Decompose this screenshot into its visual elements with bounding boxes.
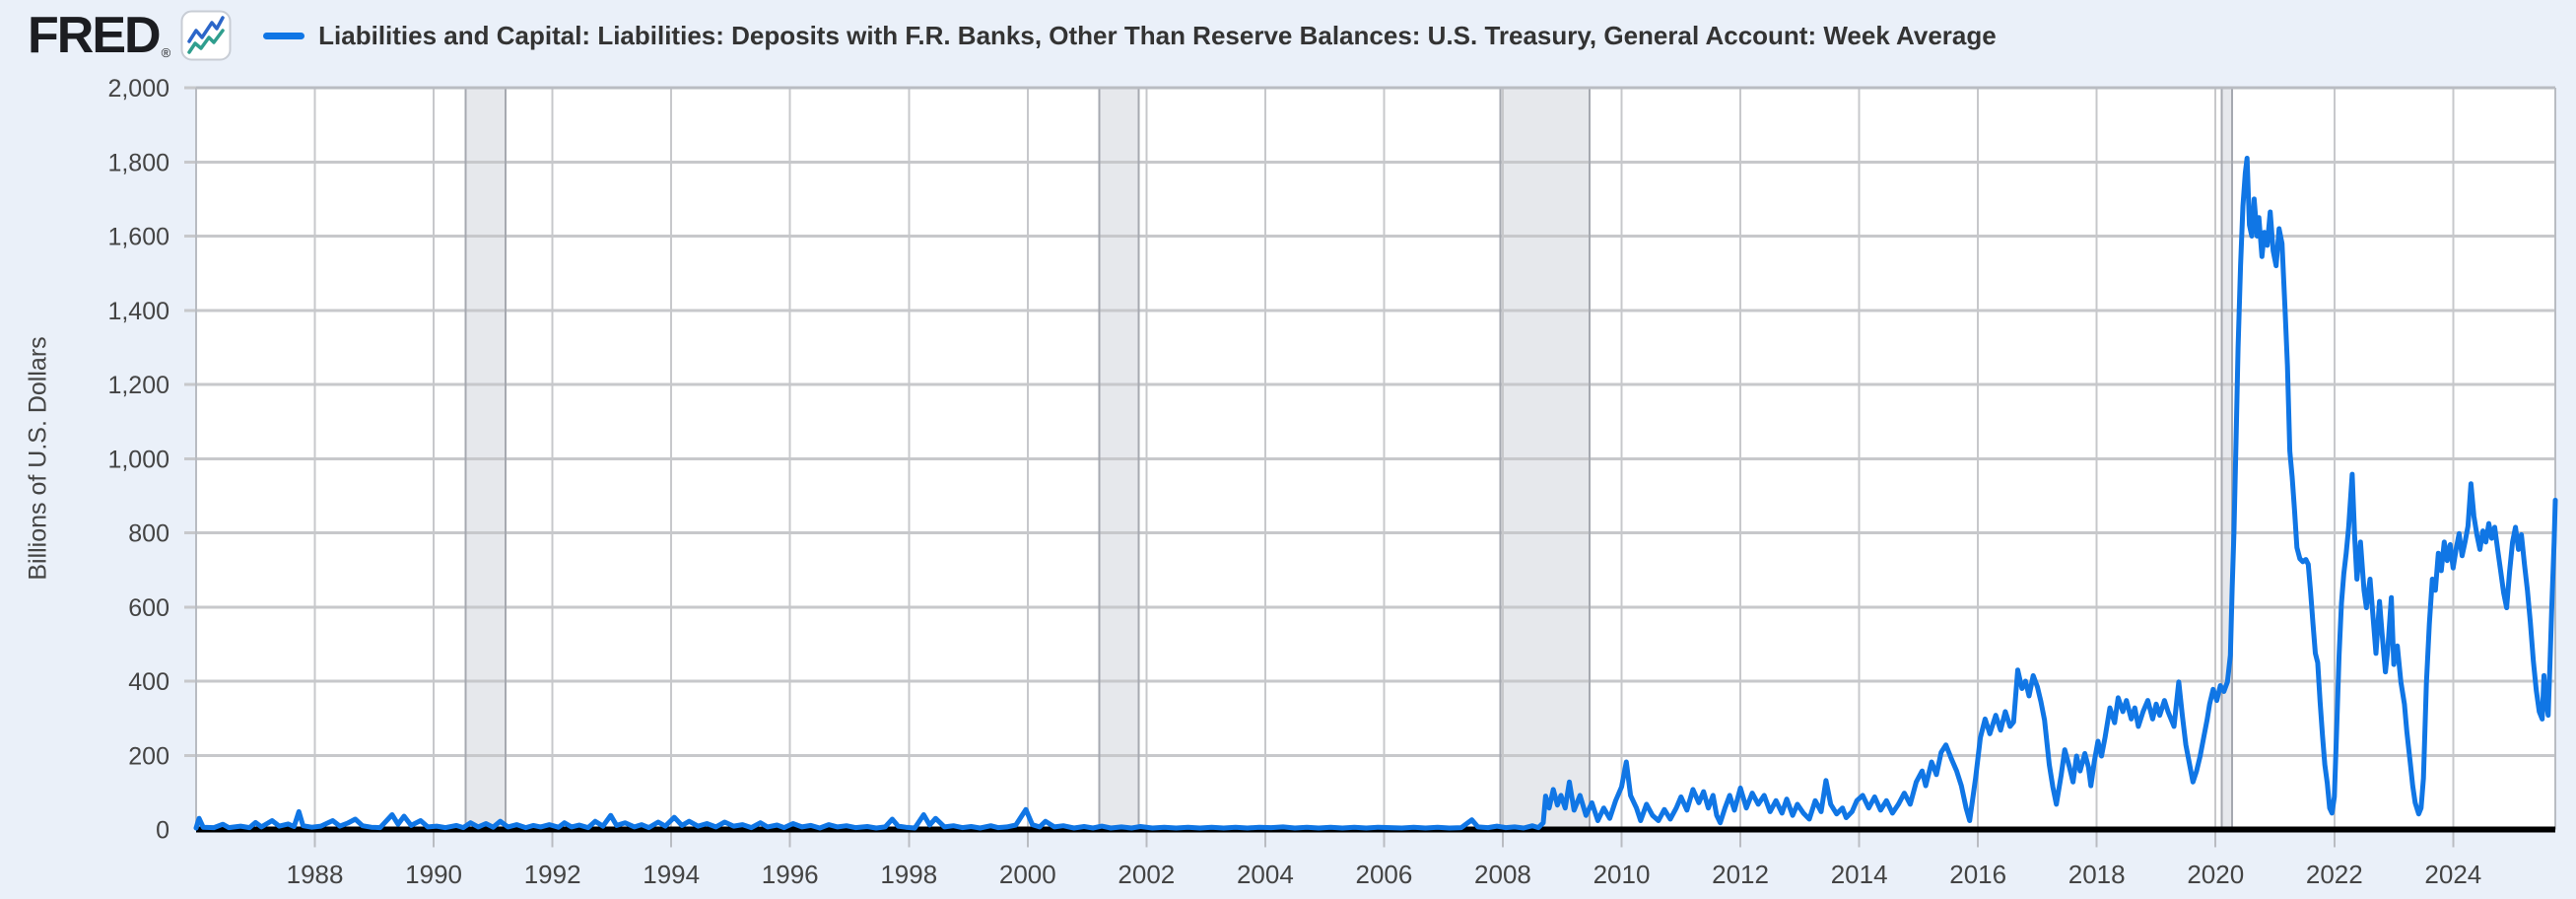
x-tick-label: 2020 [2187, 860, 2244, 889]
y-axis-unit-label: Billions of U.S. Dollars [24, 336, 52, 581]
x-tick-label: 1994 [643, 860, 700, 889]
x-tick-label: 1998 [880, 860, 937, 889]
x-tick-label: 2006 [1356, 860, 1413, 889]
x-tick-label: 1992 [524, 860, 581, 889]
x-tick-label: 2018 [2068, 860, 2126, 889]
x-tick-label: 2024 [2424, 860, 2481, 889]
y-tick-label: 1,200 [107, 372, 169, 399]
y-tick-label: 800 [128, 520, 169, 548]
y-tick-label: 400 [128, 668, 169, 696]
y-tick-label: 2,000 [107, 75, 169, 103]
x-tick-label: 1988 [287, 860, 344, 889]
x-tick-label: 2022 [2306, 860, 2363, 889]
series-line[interactable] [193, 156, 2558, 831]
header: FRED ® Liabilities and Capital: Liabilit… [28, 6, 1997, 65]
y-tick-label: 600 [128, 594, 169, 622]
x-tick-label: 1996 [762, 860, 819, 889]
registered-mark: ® [161, 45, 171, 60]
x-tick-label: 2008 [1474, 860, 1531, 889]
y-tick-label: 1,000 [107, 446, 169, 473]
fred-logo-text: FRED [28, 7, 162, 64]
line-chart-icon [180, 10, 232, 61]
fred-logo[interactable]: FRED ® [28, 10, 170, 61]
y-tick-label: 1,600 [107, 224, 169, 251]
legend-line-swatch [263, 32, 305, 39]
y-tick-label: 200 [128, 742, 169, 770]
x-tick-label: 2002 [1118, 860, 1175, 889]
y-tick-label: 1,400 [107, 298, 169, 325]
x-tick-label: 1990 [405, 860, 462, 889]
series-title: Liabilities and Capital: Liabilities: De… [318, 20, 1997, 50]
y-tick-label: 1,800 [107, 149, 169, 176]
x-tick-label: 2014 [1831, 860, 1888, 889]
x-tick-label: 2016 [1949, 860, 2006, 889]
x-tick-label: 2004 [1237, 860, 1294, 889]
x-tick-label: 2010 [1593, 860, 1651, 889]
x-tick-label: 2012 [1712, 860, 1769, 889]
x-tick-label: 2000 [999, 860, 1056, 889]
y-tick-label: 0 [156, 817, 169, 845]
